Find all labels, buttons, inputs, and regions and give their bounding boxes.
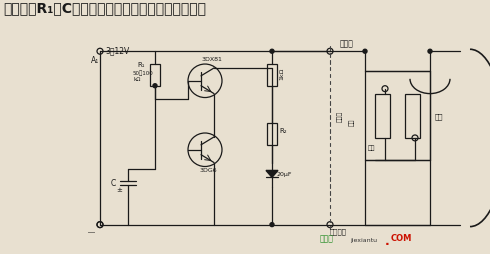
Text: R₁: R₁ [137, 62, 145, 68]
Text: 50～100: 50～100 [133, 70, 154, 75]
Circle shape [270, 223, 274, 227]
Bar [267, 64, 277, 86]
Bar [150, 64, 160, 86]
Text: COM: COM [391, 234, 413, 244]
Text: 1kΩ: 1kΩ [279, 68, 284, 80]
Bar [375, 93, 390, 138]
Text: kΩ: kΩ [133, 77, 140, 82]
Text: ±: ± [116, 187, 122, 193]
Bar [267, 123, 277, 145]
Text: 接线图: 接线图 [320, 234, 334, 244]
Polygon shape [266, 170, 278, 177]
Text: 直流电鱼: 直流电鱼 [330, 229, 347, 235]
Bar [405, 93, 420, 138]
Text: C: C [111, 179, 116, 188]
Circle shape [428, 49, 432, 53]
Text: 3DX81: 3DX81 [202, 57, 223, 62]
Text: ·: · [385, 239, 390, 251]
Text: 3～12V: 3～12V [105, 46, 129, 55]
Text: 电棰: 电棰 [435, 113, 443, 120]
Text: A₁: A₁ [91, 56, 99, 65]
Circle shape [363, 49, 367, 53]
Text: 3DG6: 3DG6 [200, 168, 218, 173]
Text: 断口: 断口 [349, 118, 355, 126]
Circle shape [153, 84, 157, 88]
Text: jiexiantu: jiexiantu [350, 239, 377, 243]
Bar [365, 71, 430, 160]
Text: 较圈: 较圈 [368, 146, 375, 151]
Circle shape [270, 49, 274, 53]
Text: 声；调整R₁和C，可改变颓声的频率和声音的大小。: 声；调整R₁和C，可改变颓声的频率和声音的大小。 [3, 1, 206, 15]
Text: R₂: R₂ [279, 128, 287, 134]
Text: 20μF: 20μF [276, 172, 292, 177]
Text: ―: ― [88, 230, 95, 235]
Text: 原接线: 原接线 [337, 110, 343, 122]
Text: 原接点: 原接点 [340, 39, 354, 49]
